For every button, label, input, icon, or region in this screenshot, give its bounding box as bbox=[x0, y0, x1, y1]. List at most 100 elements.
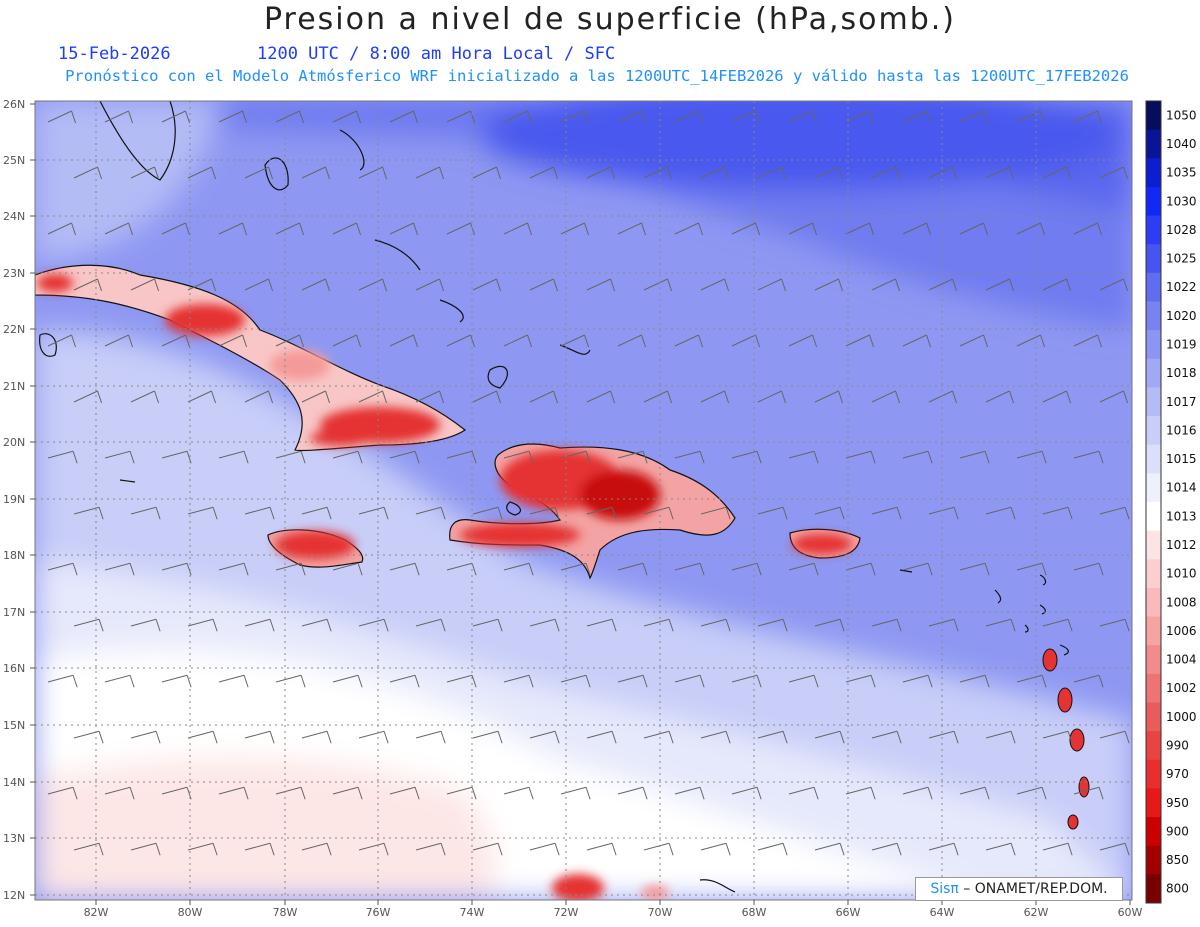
wind-barb bbox=[643, 618, 674, 632]
wind-barb bbox=[187, 278, 217, 292]
wind-barb bbox=[104, 450, 135, 464]
land-low-pressure bbox=[35, 264, 1090, 900]
colorbar-label: 900 bbox=[1166, 824, 1189, 838]
wind-barb bbox=[104, 110, 134, 124]
wind-barb bbox=[985, 618, 1016, 632]
wind-barb bbox=[503, 786, 534, 800]
wind-barb bbox=[1042, 618, 1073, 632]
wind-barb bbox=[871, 730, 902, 744]
colorbar-swatch bbox=[1146, 301, 1161, 331]
wind-barb bbox=[560, 786, 591, 800]
wind-barb bbox=[674, 110, 704, 124]
wind-barb bbox=[586, 842, 617, 856]
wind-barb bbox=[814, 842, 845, 856]
wind-barb bbox=[244, 278, 274, 292]
wind-barb bbox=[47, 786, 78, 800]
wind-barb bbox=[73, 618, 104, 632]
wind-barb bbox=[674, 334, 704, 348]
wind-barb bbox=[586, 390, 616, 404]
wind-barb bbox=[415, 166, 445, 180]
wind-barb bbox=[446, 562, 477, 576]
wind-barb bbox=[560, 110, 590, 124]
lon-label: 74W bbox=[460, 906, 485, 919]
lon-label: 66W bbox=[836, 906, 861, 919]
wind-barb bbox=[757, 618, 788, 632]
latitude-labels: 26N 25N 24N 23N 22N 21N 20N 19N 18N 17N 16N 15N 14N 1… bbox=[3, 98, 35, 902]
wind-barb bbox=[187, 166, 217, 180]
wind-barb bbox=[187, 618, 218, 632]
colorbar-label: 1020 bbox=[1166, 309, 1197, 323]
lon-label: 78W bbox=[273, 906, 298, 919]
cuba-island bbox=[35, 264, 467, 452]
colorbar-swatch bbox=[1146, 817, 1161, 847]
colorbar-swatch bbox=[1146, 444, 1161, 474]
wind-barb bbox=[1042, 730, 1073, 744]
wind-barb bbox=[472, 390, 502, 404]
wind-barb bbox=[788, 450, 819, 464]
wind-barb bbox=[1016, 334, 1046, 348]
wind-barb bbox=[959, 786, 990, 800]
colorbar-swatch bbox=[1146, 186, 1161, 217]
wind-barb bbox=[104, 222, 134, 236]
florida-pressure-zone bbox=[35, 101, 220, 260]
colorbar-swatch bbox=[1146, 158, 1161, 188]
wind-barb bbox=[358, 618, 389, 632]
wind-barb bbox=[275, 786, 306, 800]
wind-barb bbox=[674, 562, 705, 576]
wind-barb bbox=[871, 390, 901, 404]
wind-barb bbox=[332, 786, 363, 800]
wind-barb bbox=[757, 278, 787, 292]
wind-barb bbox=[218, 786, 249, 800]
wind-barb bbox=[985, 390, 1015, 404]
wind-barb bbox=[845, 450, 876, 464]
wind-barb bbox=[674, 674, 705, 688]
colorbar-swatch bbox=[1146, 129, 1161, 159]
wind-barb bbox=[301, 506, 332, 520]
colorbar-swatch bbox=[1146, 702, 1161, 732]
wind-barb bbox=[161, 222, 191, 236]
wind-barb bbox=[788, 110, 818, 124]
colorbar-swatch bbox=[1146, 387, 1161, 417]
wind-barb bbox=[586, 730, 617, 744]
colorbar-swatch bbox=[1146, 530, 1161, 560]
wind-barb bbox=[1073, 786, 1104, 800]
wind-barb bbox=[1099, 506, 1130, 520]
lon-label: 80W bbox=[178, 906, 203, 919]
wind-barb bbox=[928, 278, 958, 292]
wind-barb bbox=[161, 674, 192, 688]
pressure-colorbar: 1050 1040 1035 1030 1028 1025 1022 1020 1019 1018… bbox=[1146, 101, 1197, 904]
wind-barb bbox=[845, 786, 876, 800]
lon-label: 62W bbox=[1024, 906, 1049, 919]
wind-barb bbox=[358, 842, 389, 856]
wind-barb bbox=[472, 730, 503, 744]
wind-barb bbox=[814, 506, 845, 520]
wind-barb bbox=[643, 842, 674, 856]
wind-barb bbox=[643, 506, 674, 520]
colorbar-label: 950 bbox=[1166, 796, 1189, 810]
wind-barb bbox=[130, 842, 161, 856]
wind-barb bbox=[902, 222, 932, 236]
wind-barb bbox=[959, 110, 989, 124]
wind-barb bbox=[244, 730, 275, 744]
map-frame bbox=[34, 100, 1133, 901]
colorbar-label: 1012 bbox=[1166, 538, 1197, 552]
wind-barb bbox=[47, 562, 78, 576]
wind-barb bbox=[731, 334, 761, 348]
colorbar-label: 1035 bbox=[1166, 166, 1197, 180]
wind-barb bbox=[959, 674, 990, 688]
wind-barb bbox=[617, 786, 648, 800]
wind-barb bbox=[47, 334, 77, 348]
wind-barb bbox=[503, 334, 533, 348]
wind-barb bbox=[503, 110, 533, 124]
sispi-brand: Sisπ bbox=[930, 881, 959, 897]
wind-barb bbox=[472, 842, 503, 856]
wind-barb bbox=[389, 674, 420, 688]
wind-barb bbox=[731, 110, 761, 124]
wind-barb bbox=[73, 842, 104, 856]
colorbar-swatch bbox=[1146, 272, 1161, 302]
wind-barb bbox=[1099, 390, 1129, 404]
wind-barb bbox=[757, 506, 788, 520]
wind-barb bbox=[700, 390, 730, 404]
wind-barb bbox=[902, 334, 932, 348]
wind-barb bbox=[332, 222, 362, 236]
